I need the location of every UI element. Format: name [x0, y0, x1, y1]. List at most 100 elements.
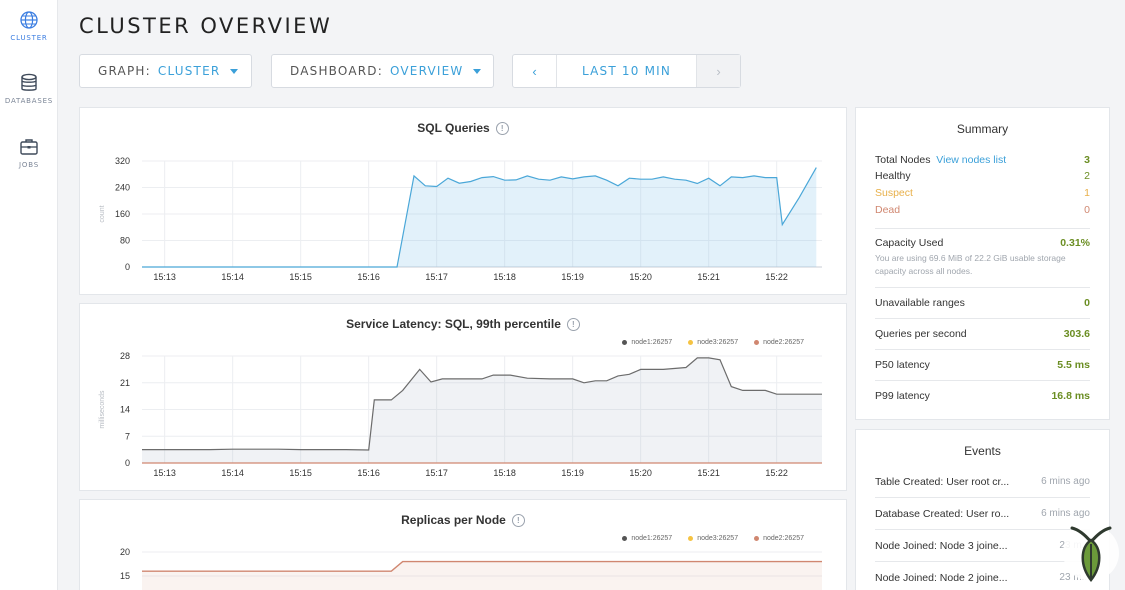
legend-dot [622, 340, 628, 345]
p99-value: 16.8 ms [1051, 390, 1090, 402]
legend-label: node1:26257 [631, 535, 673, 542]
sql-queries-chart: 320 240 160 80 0 15:13 15:14 15:15 15:16 15:17 15:… [99, 156, 822, 282]
summary-title: Summary [956, 122, 1009, 136]
replicas-title: Replicas per Node [401, 513, 506, 527]
legend-dot [688, 340, 694, 345]
series-line [142, 560, 822, 572]
x-tick-label: 15:13 [153, 272, 176, 282]
total-nodes-label-group: Total Nodes View nodes list [875, 154, 1006, 166]
service-latency-panel: 28 21 14 7 0 15:13 15:14 15:15 15:16 15:17 15:18 15… [79, 303, 847, 491]
series-area [142, 561, 822, 590]
divider [875, 529, 1090, 530]
sql-queries-title: SQL Queries [417, 121, 490, 135]
caret-down-icon [230, 68, 239, 74]
graph-dropdown-value: CLUSTER [157, 64, 221, 78]
nav-item-cluster[interactable]: CLUSTER [0, 10, 58, 42]
unavailable-label: Unavailable ranges [875, 297, 965, 309]
divider [875, 287, 1090, 288]
x-tick-label: 15:22 [765, 468, 788, 478]
page-title: CLUSTER OVERVIEW [79, 14, 333, 38]
legend-node3: node3:26257 [688, 339, 738, 346]
suspect-label: Suspect [875, 187, 913, 199]
series-line [142, 167, 817, 268]
divider [875, 228, 1090, 229]
healthy-value: 2 [1084, 170, 1090, 182]
event-text: Node Joined: Node 2 joine... [875, 572, 1008, 584]
y-tick-label: 320 [115, 156, 130, 166]
total-nodes-label: Total Nodes [875, 154, 931, 166]
x-tick-label: 15:20 [629, 272, 652, 282]
replicas-legend: node1:26257 node3:26257 node2:26257 [622, 535, 804, 542]
nav-item-jobs[interactable]: JOBS [0, 137, 58, 169]
service-latency-chart: 28 21 14 7 0 15:13 15:14 15:15 15:16 15:17 15:18 15… [99, 351, 822, 478]
divider [875, 497, 1090, 498]
event-item[interactable]: Database Created: User ro... 6 mins ago [875, 508, 1090, 520]
total-nodes-row: Total Nodes View nodes list 3 [875, 154, 1090, 166]
x-tick-label: 15:19 [561, 272, 584, 282]
healthy-row: Healthy 2 [875, 170, 1090, 182]
qps-row: Queries per second 303.6 [875, 328, 1090, 340]
event-time: 23 m... [1059, 572, 1090, 583]
event-item[interactable]: Table Created: User root cr... 6 mins ag… [875, 476, 1090, 488]
info-icon[interactable]: ! [511, 514, 525, 527]
info-icon[interactable]: ! [566, 318, 580, 331]
caret-down-icon [473, 68, 482, 74]
series-area [142, 357, 822, 463]
event-time: 6 mins ago [1041, 476, 1090, 487]
legend-node2: node2:26257 [754, 339, 804, 346]
capacity-label: Capacity Used [875, 237, 944, 249]
dashboard-dropdown[interactable]: DASHBOARD: OVERVIEW [271, 54, 494, 88]
x-tick-label: 15:14 [221, 272, 244, 282]
event-item[interactable]: Node Joined: Node 3 joine... 23 m... [875, 540, 1090, 552]
view-nodes-link[interactable]: View nodes list [936, 154, 1007, 166]
unavailable-row: Unavailable ranges 0 [875, 297, 1090, 309]
divider [875, 380, 1090, 381]
legend-label: node2:26257 [763, 535, 804, 542]
legend-dot [754, 536, 760, 541]
time-prev-button[interactable]: ‹ [513, 55, 557, 87]
y-tick-label: 0 [125, 262, 130, 272]
dashboard-dropdown-value: OVERVIEW [389, 64, 464, 78]
event-text: Table Created: User root cr... [875, 476, 1010, 488]
unavailable-value: 0 [1084, 297, 1090, 309]
x-tick-label: 15:22 [765, 272, 788, 282]
info-icon[interactable]: ! [495, 122, 509, 135]
legend-dot [688, 536, 694, 541]
y-tick-label: 0 [125, 458, 130, 468]
legend-node2: node2:26257 [754, 535, 804, 542]
total-nodes-value: 3 [1084, 154, 1090, 166]
nav-item-databases[interactable]: DATABASES [0, 73, 58, 105]
summary-panel: Summary Total Nodes View nodes list 3 He… [855, 107, 1110, 420]
y-tick-label: 7 [125, 431, 130, 441]
legend-label: node2:26257 [763, 339, 804, 346]
x-tick-label: 15:13 [153, 468, 176, 478]
sql-queries-title-row: SQL Queries! [80, 121, 846, 135]
graph-dropdown[interactable]: GRAPH: CLUSTER [79, 54, 252, 88]
legend-dot [622, 536, 628, 541]
y-tick-label: 240 [115, 183, 130, 193]
replicas-title-row: Replicas per Node! [80, 513, 846, 527]
dashboard-dropdown-label: DASHBOARD: [290, 64, 383, 78]
divider [875, 349, 1090, 350]
nav-label-cluster: CLUSTER [10, 34, 48, 42]
nav-label-databases: DATABASES [4, 97, 54, 105]
x-tick-label: 15:18 [493, 272, 516, 282]
p99-label: P99 latency [875, 390, 930, 402]
time-range-label[interactable]: LAST 10 MIN [581, 64, 672, 78]
dead-value: 0 [1084, 204, 1090, 216]
legend-dot [754, 340, 760, 345]
y-tick-label: 15 [120, 571, 130, 581]
y-tick-label: 160 [115, 209, 130, 219]
suspect-row: Suspect 1 [875, 187, 1090, 199]
service-latency-title-row: Service Latency: SQL, 99th percentile! [80, 317, 846, 331]
legend-label: node3:26257 [697, 535, 739, 542]
briefcase-icon [20, 139, 38, 155]
replicas-panel: 20 15 Replicas per Node! node1:26257 node… [79, 499, 847, 590]
event-item[interactable]: Node Joined: Node 2 joine... 23 m... [875, 572, 1090, 584]
y-axis-label: count [99, 205, 106, 222]
time-next-button[interactable]: › [696, 55, 740, 87]
event-text: Node Joined: Node 3 joine... [875, 540, 1008, 552]
qps-label: Queries per second [875, 328, 967, 340]
x-tick-label: 15:17 [425, 468, 448, 478]
service-latency-title: Service Latency: SQL, 99th percentile [346, 317, 561, 331]
